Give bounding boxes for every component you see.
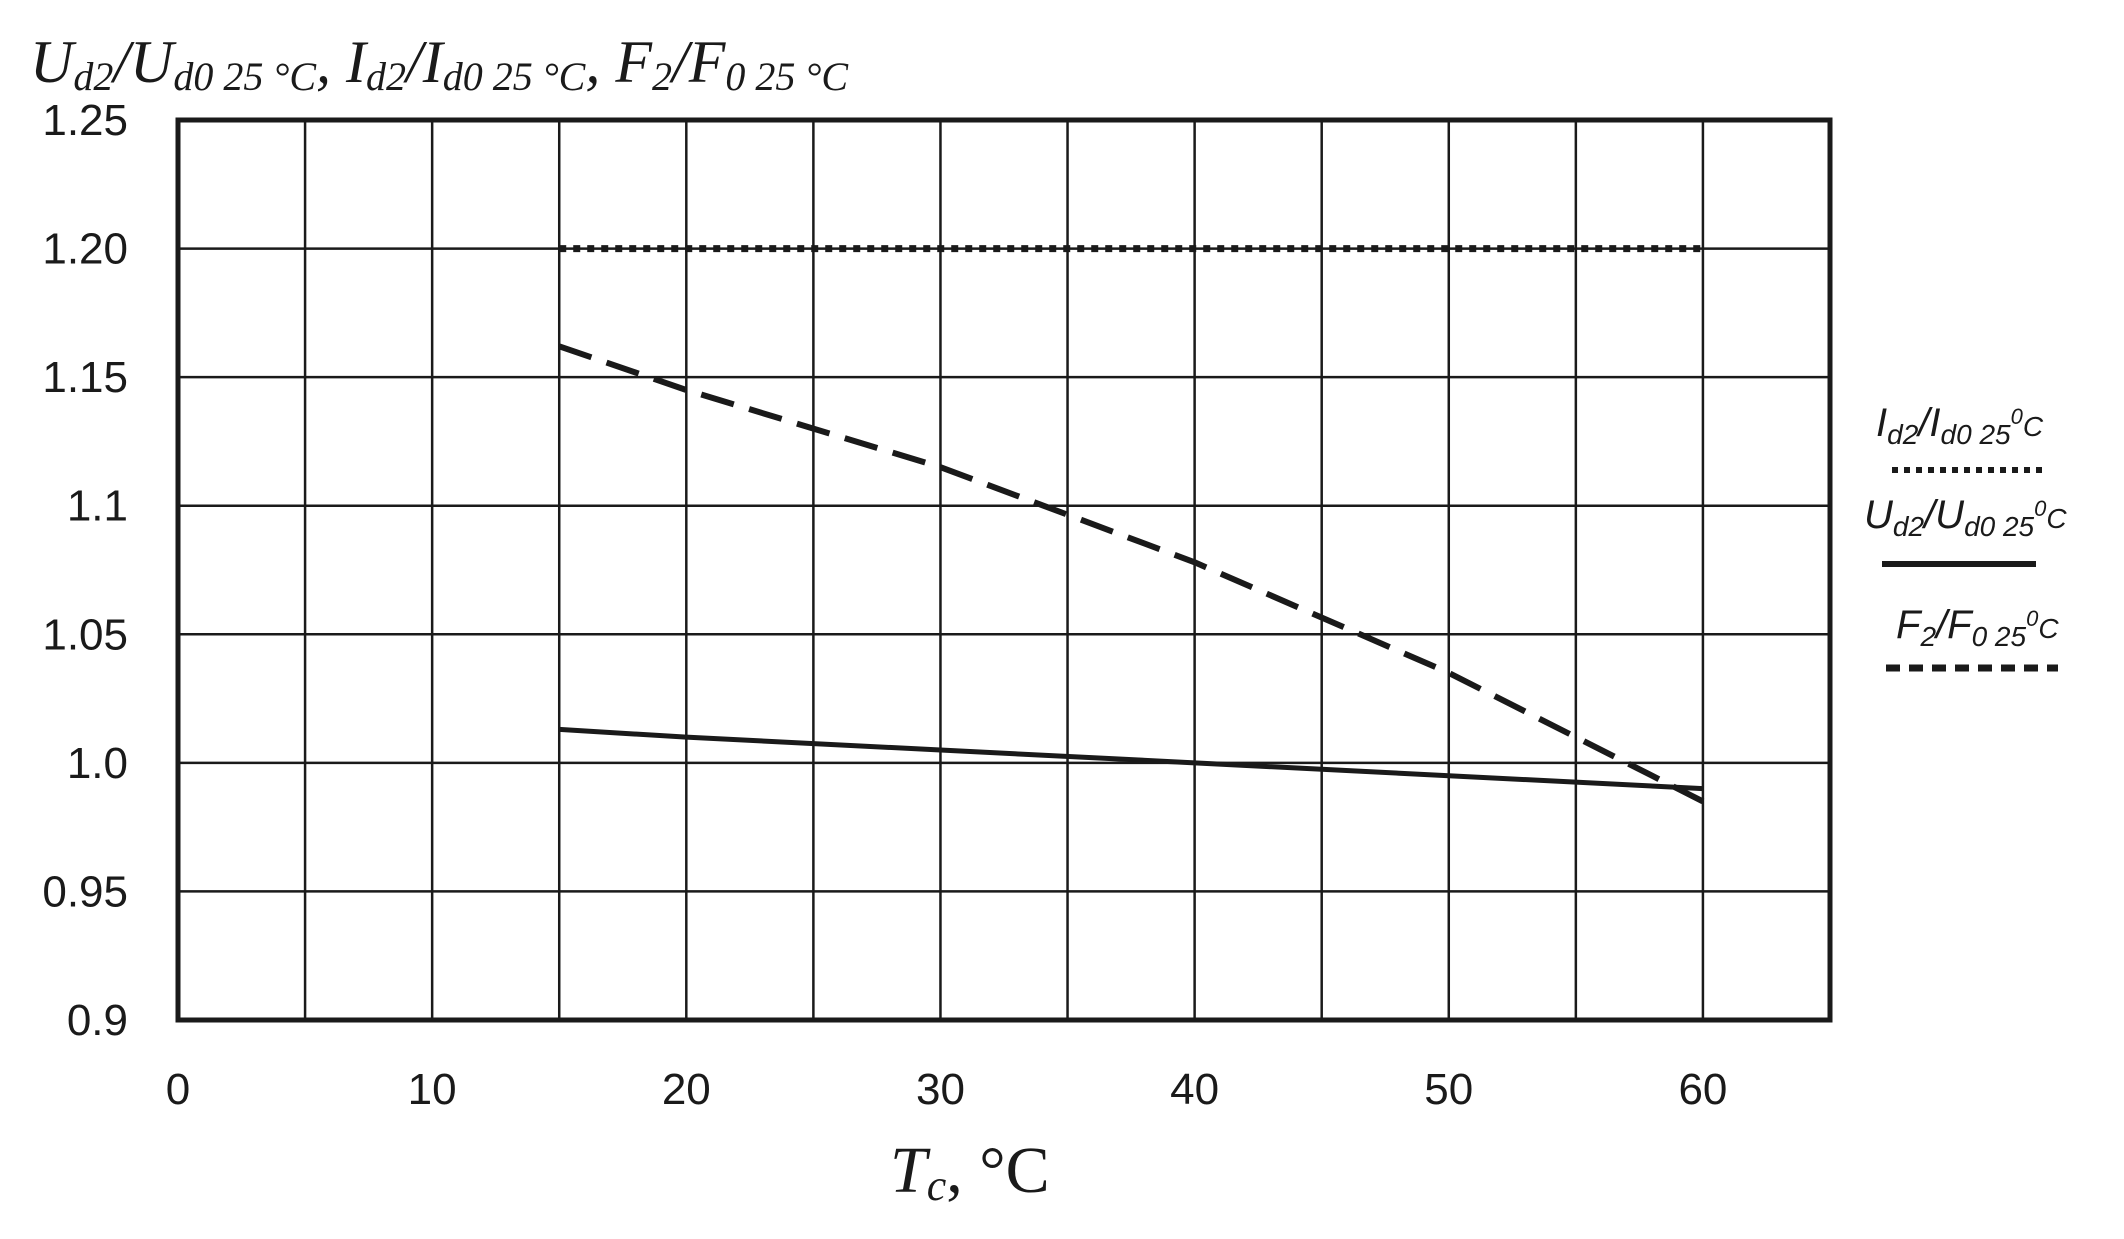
y-tick-label: 0.95 — [42, 867, 128, 916]
y-tick-label: 1.1 — [67, 482, 128, 531]
y-tick-label: 0.9 — [67, 996, 128, 1045]
legend-label-force: F2/F0 250C — [1896, 603, 2059, 652]
x-tick-label: 30 — [916, 1065, 965, 1114]
x-tick-label: 50 — [1424, 1065, 1473, 1114]
legend-label-current: Id2/Id0 250C — [1876, 401, 2044, 450]
x-tick-label: 20 — [662, 1065, 711, 1114]
x-tick-label: 40 — [1170, 1065, 1219, 1114]
grid — [178, 120, 1830, 1020]
series-lines — [558, 245, 1705, 805]
tick-labels: 0 10 20 30 40 50 60 0.9 0.95 1.0 1.05 1.1 1.15 1.20 1.… — [42, 96, 1727, 1114]
plot-frame — [175, 117, 1833, 1023]
legend-item-voltage: Ud2/Ud0 250C — [1864, 493, 2067, 567]
y-tick-label: 1.25 — [42, 96, 128, 145]
y-tick-label: 1.20 — [42, 225, 128, 274]
series-line-voltage — [559, 726, 1704, 792]
legend-label-voltage: Ud2/Ud0 250C — [1864, 493, 2067, 542]
legend: Id2/Id0 250C Ud2/Ud0 250C F2/F0 250C — [1864, 401, 2067, 672]
x-tick-label: 10 — [408, 1065, 457, 1114]
y-tick-label: 1.05 — [42, 610, 128, 659]
y-tick-label: 1.15 — [42, 353, 128, 402]
series-line-force — [558, 343, 1705, 805]
legend-item-force: F2/F0 250C — [1886, 603, 2059, 672]
x-tick-label: 0 — [166, 1065, 190, 1114]
x-axis-title: Tc, °C — [890, 1134, 1050, 1210]
y-axis-title: Ud2/Ud0 25 °C, Id2/Id0 25 °C, F2/F0 25 °… — [30, 29, 849, 99]
y-tick-label: 1.0 — [67, 739, 128, 788]
x-tick-label: 60 — [1678, 1065, 1727, 1114]
legend-item-current: Id2/Id0 250C — [1876, 401, 2044, 473]
